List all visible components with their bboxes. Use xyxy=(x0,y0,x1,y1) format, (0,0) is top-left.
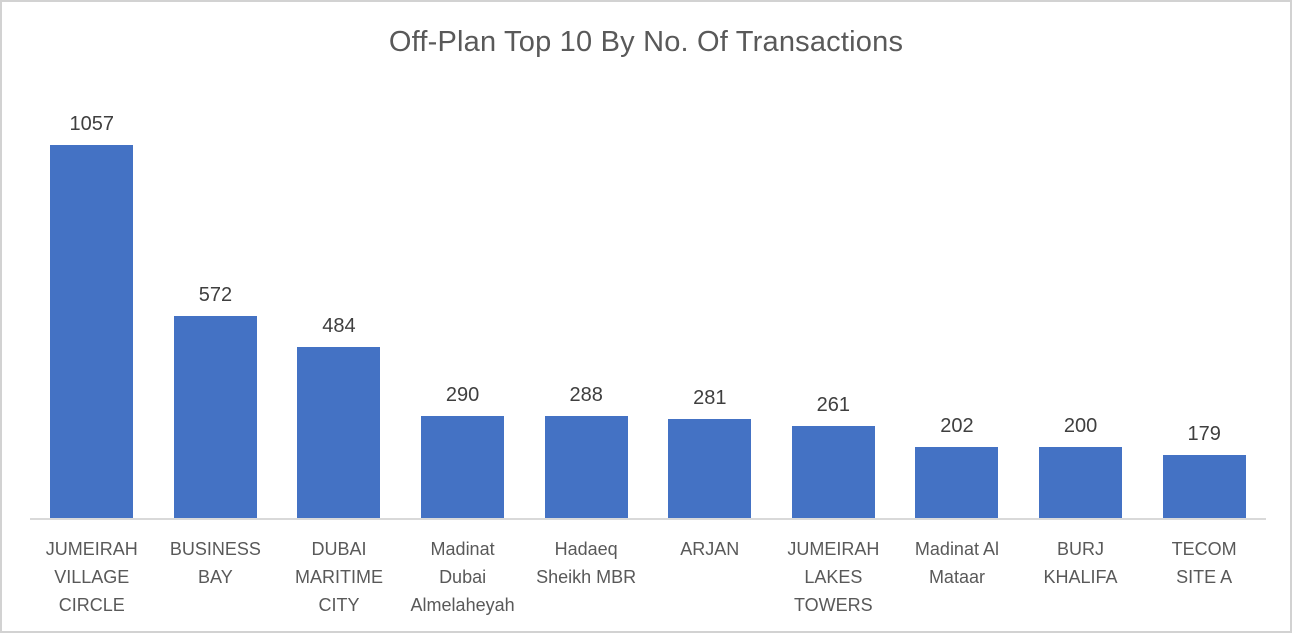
bar-value-label: 179 xyxy=(1187,423,1221,445)
x-axis-label: JUMEIRAH LAKES TOWERS xyxy=(787,539,880,615)
x-axis-labels: JUMEIRAH VILLAGE CIRCLE BUSINESS BAY DUBAI… xyxy=(30,520,1266,619)
bar-group: 1057 xyxy=(30,64,154,518)
bar-value-label: 261 xyxy=(816,394,851,416)
bar-group: 288 xyxy=(524,64,648,518)
bar-group: 484 xyxy=(277,64,401,518)
x-axis-label: JUMEIRAH VILLAGE CIRCLE xyxy=(45,539,138,615)
bar xyxy=(1162,455,1246,518)
bar-value-label: 202 xyxy=(940,415,974,437)
bar xyxy=(421,416,505,518)
bar xyxy=(668,419,752,518)
bar xyxy=(173,316,257,518)
plot-area: 1057 572 484 290 288 281 261 202 200 179 xyxy=(30,64,1266,520)
x-axis-label: Madinat Al Mataar xyxy=(914,539,999,587)
bar-group: 179 xyxy=(1142,64,1266,518)
bar-group: 290 xyxy=(401,64,525,518)
x-axis-label: Hadaeq Sheikh MBR xyxy=(536,539,637,587)
bar-value-label: 288 xyxy=(569,384,603,406)
bar xyxy=(915,447,999,518)
bar-group: 202 xyxy=(895,64,1019,518)
bar-value-label: 484 xyxy=(322,315,356,337)
bar-group: 281 xyxy=(648,64,772,518)
bar-value-label: 281 xyxy=(693,387,727,409)
chart-title: Off-Plan Top 10 By No. Of Transactions xyxy=(388,26,904,58)
bar-group: 572 xyxy=(154,64,278,518)
x-axis-label: BUSINESS BAY xyxy=(169,539,261,587)
x-axis-label: BURJ KHALIFA xyxy=(1043,539,1118,587)
bar-value-label: 200 xyxy=(1063,415,1098,437)
x-axis-label: TECOM SITE A xyxy=(1171,539,1237,587)
x-axis-label: ARJAN xyxy=(680,539,740,559)
x-axis-label: DUBAI MARITIME CITY xyxy=(294,539,383,615)
x-axis-label: Madinat Dubai Almelaheyah xyxy=(410,539,515,615)
bar-group: 261 xyxy=(772,64,896,518)
bar xyxy=(544,416,628,518)
bar-value-label: 572 xyxy=(198,284,233,306)
bar xyxy=(1039,447,1123,518)
bar xyxy=(50,145,134,518)
bar xyxy=(297,347,381,518)
bar-value-label: 1057 xyxy=(69,113,115,135)
bar-value-label: 290 xyxy=(445,384,480,406)
bar xyxy=(791,426,875,518)
bar-group: 200 xyxy=(1019,64,1143,518)
